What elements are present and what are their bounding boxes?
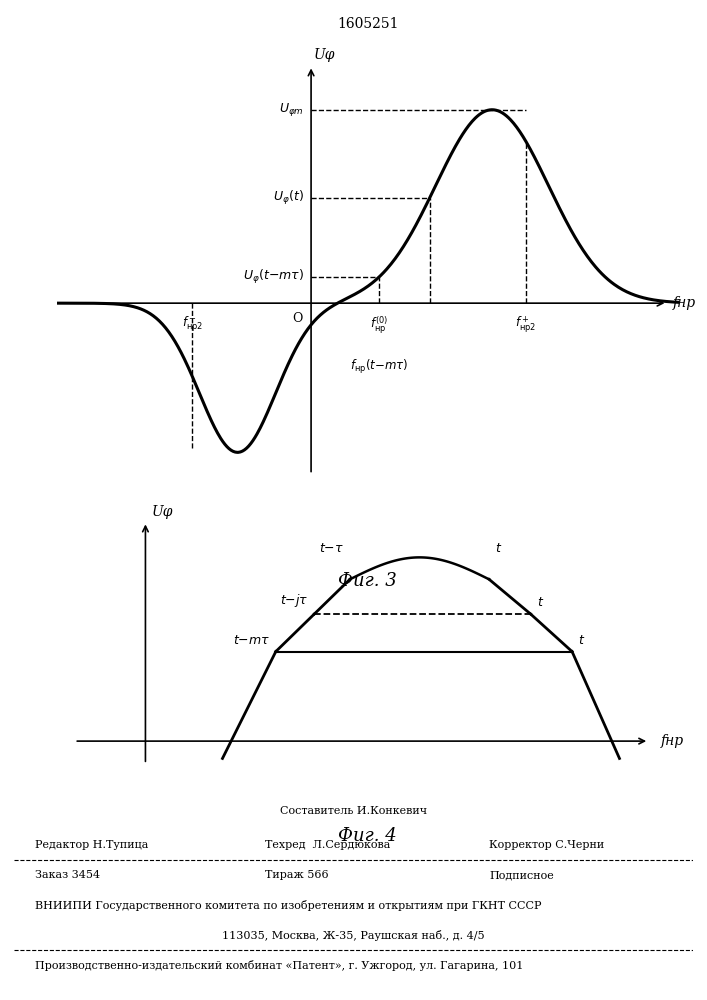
Text: Фиг. 3: Фиг. 3 bbox=[338, 572, 397, 590]
Text: $t{-}\tau$: $t{-}\tau$ bbox=[319, 542, 344, 555]
Text: $t$: $t$ bbox=[578, 634, 585, 647]
Text: Составитель И.Конкевич: Составитель И.Конкевич bbox=[280, 806, 427, 816]
Text: $f^{(0)}_{\rm нр}$: $f^{(0)}_{\rm нр}$ bbox=[370, 314, 388, 336]
Text: $t$: $t$ bbox=[537, 596, 544, 609]
Text: Uφ: Uφ bbox=[151, 505, 173, 519]
Text: $t$: $t$ bbox=[495, 542, 502, 555]
Text: Корректор С.Черни: Корректор С.Черни bbox=[489, 840, 604, 850]
Text: Подписное: Подписное bbox=[489, 870, 554, 880]
Text: $t{-}m\tau$: $t{-}m\tau$ bbox=[233, 634, 270, 647]
Text: Техред  Л.Сердюкова: Техред Л.Сердюкова bbox=[265, 840, 391, 850]
Text: ВНИИПИ Государственного комитета по изобретениям и открытиям при ГКНТ СССР: ВНИИПИ Государственного комитета по изоб… bbox=[35, 900, 541, 911]
Text: $U_{\varphi}(t{-}m\tau)$: $U_{\varphi}(t{-}m\tau)$ bbox=[243, 268, 304, 286]
Text: Заказ 3454: Заказ 3454 bbox=[35, 870, 100, 880]
Text: $U_{\varphi}(t)$: $U_{\varphi}(t)$ bbox=[274, 189, 304, 207]
Text: fнр: fнр bbox=[673, 296, 696, 310]
Text: 113035, Москва, Ж-35, Раушская наб., д. 4/5: 113035, Москва, Ж-35, Раушская наб., д. … bbox=[222, 930, 485, 941]
Text: $U_{\varphi m}$: $U_{\varphi m}$ bbox=[279, 101, 304, 118]
Text: O: O bbox=[292, 312, 303, 325]
Text: Производственно-издательский комбинат «Патент», г. Ужгород, ул. Гагарина, 101: Производственно-издательский комбинат «П… bbox=[35, 960, 523, 971]
Text: Тираж 566: Тираж 566 bbox=[265, 870, 329, 880]
Text: $f^-_{\rm нр2}$: $f^-_{\rm нр2}$ bbox=[182, 314, 203, 334]
Text: Редактор Н.Тупица: Редактор Н.Тупица bbox=[35, 840, 148, 850]
Text: Фиг. 4: Фиг. 4 bbox=[338, 827, 397, 845]
Text: Uφ: Uφ bbox=[314, 48, 335, 62]
Text: 1605251: 1605251 bbox=[337, 17, 398, 31]
Text: $f^+_{\rm нр2}$: $f^+_{\rm нр2}$ bbox=[515, 314, 537, 335]
Text: $f_{\rm нр}(t{-}m\tau)$: $f_{\rm нр}(t{-}m\tau)$ bbox=[350, 358, 408, 376]
Text: fнр: fнр bbox=[661, 734, 684, 748]
Text: $t{-}j\tau$: $t{-}j\tau$ bbox=[280, 592, 308, 609]
